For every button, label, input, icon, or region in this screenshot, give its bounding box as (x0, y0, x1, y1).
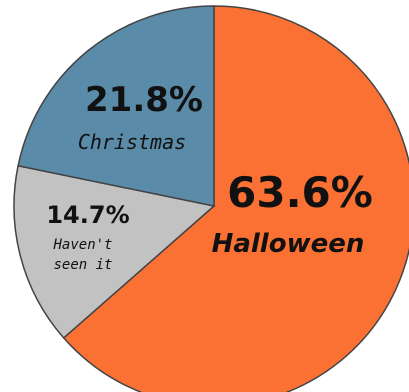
slice-value-label-christmas: 21.8% (85, 80, 203, 120)
slice-name-label-halloween: Halloween (212, 229, 365, 259)
slice-value-label-havent-seen-it: 14.7% (46, 201, 129, 229)
pie-slices (13, 5, 409, 392)
pie-slice-haven-t-seen-it (13, 164, 216, 339)
pie-slice-halloween (62, 5, 409, 392)
slice-name-label-havent-seen-it-line2: seen it (53, 257, 112, 273)
pie-slice-christmas (17, 5, 215, 207)
slice-value-label-halloween: 63.6% (227, 168, 373, 217)
slice-name-label-havent-seen-it-line1: Haven't (52, 237, 112, 253)
slice-name-label-christmas: Christmas (78, 130, 186, 154)
